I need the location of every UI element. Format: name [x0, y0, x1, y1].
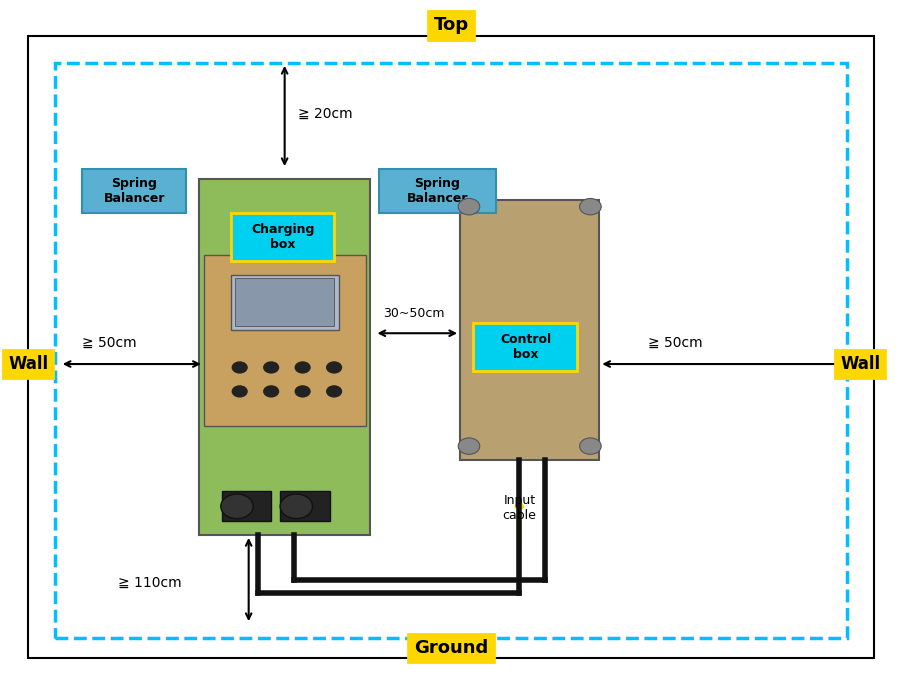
Bar — [204, 255, 365, 426]
Bar — [199, 179, 370, 535]
Text: Spring
Balancer: Spring Balancer — [407, 177, 468, 205]
Text: ≧ 110cm: ≧ 110cm — [118, 576, 182, 590]
Bar — [235, 278, 334, 326]
Text: Wall: Wall — [840, 355, 880, 373]
Circle shape — [580, 438, 601, 454]
Text: Spring
Balancer: Spring Balancer — [104, 177, 165, 205]
Circle shape — [295, 385, 310, 398]
Text: Top: Top — [434, 16, 468, 34]
Text: ≧ 50cm: ≧ 50cm — [82, 337, 136, 350]
Text: Control
box: Control box — [500, 333, 551, 361]
Text: 30~50cm: 30~50cm — [383, 306, 445, 319]
Text: Wall: Wall — [8, 355, 49, 373]
Circle shape — [458, 199, 480, 215]
Circle shape — [221, 494, 253, 519]
Circle shape — [263, 385, 280, 398]
Circle shape — [580, 199, 601, 215]
Circle shape — [326, 385, 342, 398]
Circle shape — [458, 438, 480, 454]
Text: ≧ 50cm: ≧ 50cm — [649, 337, 704, 350]
Bar — [82, 169, 186, 214]
Bar — [379, 169, 496, 214]
Circle shape — [326, 361, 342, 374]
Circle shape — [232, 361, 248, 374]
Text: ≧ 20cm: ≧ 20cm — [299, 107, 353, 122]
Text: Input
cable: Input cable — [502, 494, 537, 522]
Text: Charging
box: Charging box — [251, 223, 315, 251]
Circle shape — [295, 361, 310, 374]
Bar — [281, 491, 329, 521]
Bar — [222, 491, 272, 521]
Bar — [55, 63, 847, 638]
Circle shape — [232, 385, 248, 398]
Circle shape — [281, 494, 312, 519]
Bar — [231, 214, 334, 261]
Bar — [474, 323, 577, 371]
Circle shape — [263, 361, 280, 374]
Bar — [460, 200, 599, 460]
Text: Ground: Ground — [414, 639, 488, 657]
Bar — [231, 275, 338, 330]
